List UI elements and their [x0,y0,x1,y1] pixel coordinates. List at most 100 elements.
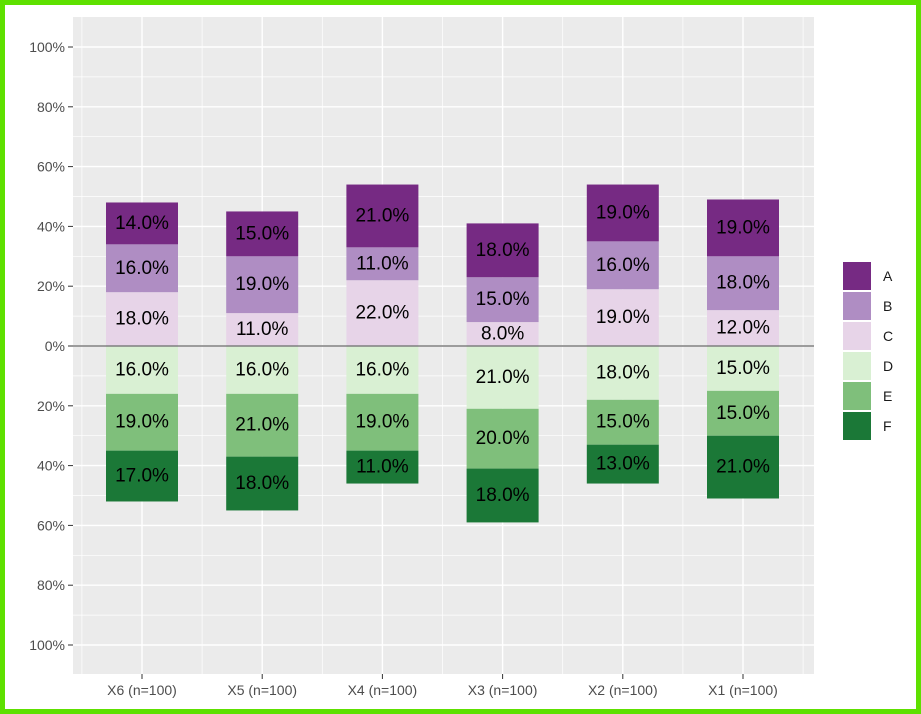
bar-segment-f [346,450,419,484]
bar-segment-a [586,184,659,242]
x-tick-label: X3 (n=100) [468,682,538,698]
y-tick-label: 40% [37,218,65,234]
data-label: 18.0% [596,362,650,383]
data-label: 15.0% [235,223,289,244]
data-label: 13.0% [596,454,650,475]
data-label: 18.0% [115,309,169,330]
y-tick-label: 20% [37,278,65,294]
bar-segment-d [586,346,659,400]
bar-segment-e [226,393,299,457]
data-label: 19.0% [235,274,289,295]
bar-segment-f [586,444,659,484]
data-label: 18.0% [716,273,770,294]
data-label: 21.0% [355,205,409,226]
data-label: 18.0% [476,240,530,261]
y-tick-label: 80% [37,99,65,115]
bar-segment-c [106,292,178,346]
bar-segment-d [106,346,178,394]
bar-segment-f [466,468,539,523]
y-tick-label: 60% [37,517,65,533]
bar-segment-a [346,184,419,248]
data-label: 19.0% [596,307,650,328]
data-label: 16.0% [355,359,409,380]
legend-key-f [843,412,871,440]
data-label: 11.0% [236,319,289,340]
x-tick-label: X4 (n=100) [348,682,418,698]
bar-segment-f [226,456,299,511]
bar-segment-d [346,346,419,394]
bar-segment-b [346,247,419,281]
legend-key-e [843,382,871,410]
data-label: 21.0% [235,415,289,436]
data-label: 15.0% [716,358,770,379]
y-tick-label: 100% [29,39,65,55]
bar-segment-c [707,310,779,346]
bar-segment-b [707,256,779,311]
bar-segment-b [226,256,299,314]
bar-segment-c [346,280,419,346]
legend-label: F [883,418,892,434]
bar-segment-c [586,289,659,346]
legend-key-c [843,322,871,350]
legend-label: C [883,328,893,344]
legend-label: B [883,298,892,314]
x-tick-label: X1 (n=100) [708,682,778,698]
bar-segment-d [466,346,539,409]
bar-segment-e [586,399,659,445]
data-label: 19.0% [115,412,169,433]
bar-segment-c [466,322,539,346]
data-label: 19.0% [596,202,650,223]
bar-segment-a [226,211,299,257]
data-label: 14.0% [115,213,169,234]
bar-segment-e [106,393,178,451]
data-label: 16.0% [115,359,169,380]
bar-segment-e [346,393,419,451]
x-axis: X6 (n=100) X5 (n=100) X4 (n=100) X3 (n=100)… [107,674,778,698]
data-label: 20.0% [476,428,530,449]
data-label: 19.0% [716,217,770,238]
y-tick-label: 80% [37,577,65,593]
bar-segment-f [707,435,779,499]
legend-label: A [883,268,893,284]
y-tick-label: 100% [29,637,65,653]
bar-segment-a [707,199,779,257]
data-label: 18.0% [235,473,289,494]
bar-segment-d [226,346,299,394]
data-label: 18.0% [476,485,530,506]
x-tick-label: X5 (n=100) [227,682,297,698]
bar-segment-c [226,313,299,346]
data-label: 15.0% [716,403,770,424]
legend-key-a [843,262,871,290]
data-label: 21.0% [716,457,770,478]
data-label: 15.0% [476,289,530,310]
bar-segment-f [106,450,178,502]
data-label: 19.0% [355,412,409,433]
data-label: 16.0% [596,255,650,276]
bar-segment-b [106,244,178,293]
data-label: 16.0% [115,258,169,279]
y-tick-label: 20% [37,398,65,414]
data-label: 12.0% [716,318,770,339]
data-label: 15.0% [596,412,650,433]
x-tick-label: X6 (n=100) [107,682,177,698]
y-tick-label: 40% [37,458,65,474]
data-label: 16.0% [235,359,289,380]
y-tick-label: 0% [45,338,65,354]
bar-segment-a [466,223,539,278]
data-label: 8.0% [481,324,524,345]
y-axis: 100% 80% 60% 40% 20% 0% 20% 40% 60% 80% 100% [29,39,73,653]
bar-labels: 18.0% 16.0% 14.0% 16.0% 19.0% 17.0% 11.0% 19.0%… [115,202,770,506]
bar-segment-a [106,202,178,245]
legend-key-d [843,352,871,380]
bar-segment-b [586,241,659,290]
data-label: 11.0% [356,457,409,478]
bar-segment-d [707,346,779,391]
data-label: 22.0% [355,303,409,324]
bars [106,184,779,523]
legend-key-b [843,292,871,320]
bar-segment-b [466,277,539,323]
x-tick-label: X2 (n=100) [588,682,658,698]
data-label: 21.0% [476,367,530,388]
